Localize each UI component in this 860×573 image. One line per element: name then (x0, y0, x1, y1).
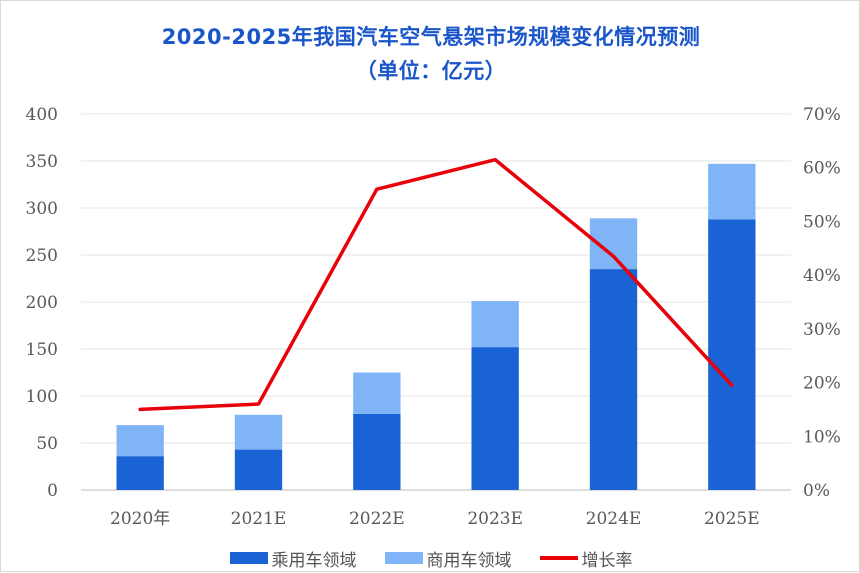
legend-label-passenger: 乘用车领域 (271, 550, 357, 571)
y-right-tick-label: 20% (803, 374, 841, 394)
y-right-tick-label: 0% (803, 481, 830, 501)
x-tick-label: 2024E (586, 509, 642, 529)
y-left-tick-label: 400 (26, 105, 58, 125)
chart-title: 2020-2025年我国汽车空气悬架市场规模变化情况预测 (161, 25, 701, 49)
y-left-tick-label: 150 (26, 340, 58, 360)
y-right-tick-label: 10% (803, 427, 841, 447)
bar-passenger (116, 456, 164, 490)
grid-lines (81, 113, 791, 491)
legend-swatch-commercial (384, 552, 423, 564)
x-tick-label: 2021E (231, 509, 287, 529)
x-tick-label: 2023E (467, 509, 523, 529)
y-left-tick-label: 0 (47, 481, 58, 501)
growth-point (375, 187, 379, 191)
chart-subtitle: （单位：亿元） (355, 59, 507, 83)
bar-passenger (471, 347, 519, 490)
y-left-tick-label: 250 (26, 246, 58, 266)
legend: 乘用车领域 商用车领域 增长率 (1, 544, 860, 572)
growth-line-group (138, 157, 734, 412)
y-right-tick-label: 50% (803, 212, 841, 232)
legend-item-growth: 增长率 (539, 546, 633, 571)
growth-point (138, 407, 142, 411)
x-tick-label: 2020年 (110, 509, 170, 529)
legend-swatch-growth (539, 556, 578, 560)
bar-commercial (708, 163, 756, 220)
bar-passenger (353, 413, 401, 490)
legend-item-commercial: 商用车领域 (384, 546, 512, 571)
legend-swatch-passenger (229, 552, 268, 564)
bar-commercial (353, 372, 401, 414)
y-left-tick-label: 300 (26, 199, 58, 219)
x-axis-ticks: 2020年 2021E 2022E 2023E 2024E 2025E (110, 509, 760, 529)
growth-point (730, 383, 734, 387)
y-right-tick-label: 30% (803, 320, 841, 340)
bar-commercial (471, 301, 519, 348)
y-left-tick-label: 200 (26, 293, 58, 313)
growth-point (612, 254, 615, 258)
growth-point (493, 158, 497, 162)
y-left-tick-label: 50 (36, 434, 58, 454)
y-right-tick-label: 40% (803, 266, 841, 286)
y-axis-right-ticks: 0% 10% 20% 30% 40% 50% 60% 70% (803, 105, 841, 501)
bar-commercial (234, 414, 283, 450)
bar-passenger (589, 269, 638, 490)
x-tick-label: 2025E (704, 509, 760, 529)
y-right-tick-label: 70% (803, 105, 841, 125)
bar-passenger (234, 449, 283, 490)
y-left-tick-label: 100 (26, 387, 58, 407)
legend-item-passenger: 乘用车领域 (229, 546, 357, 571)
y-axis-left-ticks: 0 50 100 150 200 250 300 350 400 (26, 105, 58, 501)
growth-point (257, 402, 260, 406)
legend-label-growth: 增长率 (581, 550, 633, 571)
legend-label-commercial: 商用车领域 (426, 550, 512, 571)
y-right-tick-label: 60% (803, 159, 841, 179)
bar-commercial (116, 425, 164, 457)
growth-line (138, 157, 734, 412)
y-left-tick-label: 350 (26, 152, 58, 172)
x-tick-label: 2022E (349, 509, 405, 529)
bar-passenger (708, 219, 756, 490)
bar-group (116, 163, 756, 490)
